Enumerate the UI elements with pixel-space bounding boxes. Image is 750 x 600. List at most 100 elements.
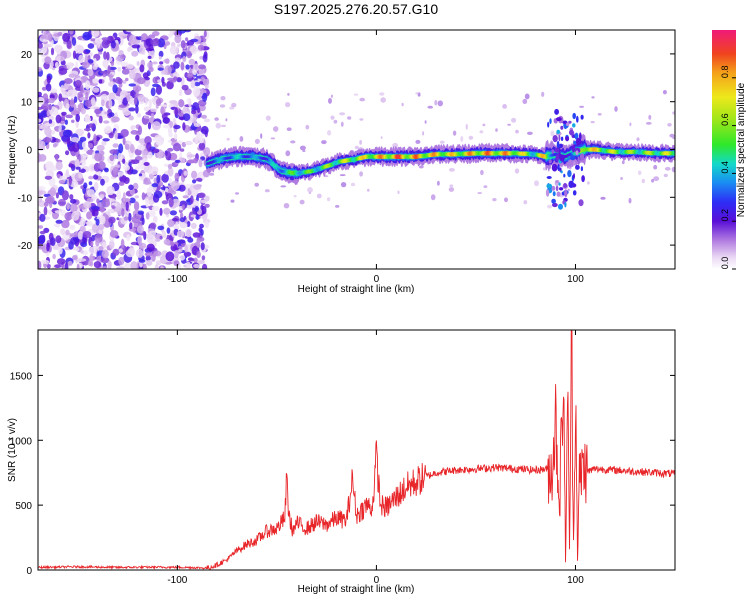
track-scatter-cell	[559, 187, 564, 191]
noise-speck	[190, 222, 197, 229]
noise-speck	[189, 195, 194, 205]
noise-speck	[55, 61, 59, 68]
noise-speck	[71, 119, 75, 124]
noise-speck	[55, 235, 62, 244]
noise-speck	[49, 88, 58, 94]
noise-speck	[46, 242, 50, 252]
noise-speck	[219, 104, 226, 108]
noise-speck	[192, 179, 197, 184]
noise-speck	[55, 219, 63, 224]
noise-speck	[80, 185, 84, 190]
noise-speck	[160, 106, 165, 115]
noise-speck	[82, 147, 89, 152]
noise-speck	[71, 211, 80, 221]
noise-speck	[137, 94, 146, 102]
noise-speck	[80, 84, 84, 92]
noise-speck	[91, 234, 96, 242]
spectrogram-noise-speckle	[38, 30, 675, 269]
noise-speck	[179, 254, 186, 261]
noise-speck	[49, 187, 56, 197]
noise-speck	[199, 55, 204, 60]
noise-speck	[153, 250, 162, 257]
noise-speck	[99, 206, 105, 213]
noise-speck	[77, 258, 87, 262]
noise-speck	[231, 102, 237, 108]
noise-speck	[95, 239, 100, 247]
noise-speck	[135, 134, 140, 141]
noise-speck	[198, 64, 206, 70]
noise-speck	[88, 123, 94, 128]
noise-speck	[154, 264, 159, 269]
noise-speck	[86, 197, 94, 203]
noise-speck	[380, 136, 383, 139]
noise-speck	[122, 136, 126, 146]
noise-speck	[44, 175, 53, 180]
track-scatter-cell	[564, 189, 568, 198]
noise-speck	[185, 187, 189, 197]
noise-speck	[46, 195, 55, 204]
noise-speck	[197, 44, 205, 51]
noise-speck	[163, 238, 171, 245]
noise-speck	[96, 198, 100, 204]
noise-speck	[162, 117, 170, 124]
noise-speck	[507, 123, 511, 126]
noise-speck	[66, 39, 72, 49]
noise-speck	[600, 196, 606, 200]
noise-speck	[653, 176, 660, 182]
noise-speck	[465, 123, 468, 130]
noise-speck	[156, 174, 161, 184]
noise-speck	[148, 34, 156, 39]
noise-speck	[90, 38, 96, 42]
noise-speck	[112, 166, 119, 175]
colorbar-tick-label: 0.6	[720, 113, 730, 126]
noise-speck	[176, 77, 182, 83]
noise-speck	[101, 39, 110, 49]
noise-speck	[121, 208, 125, 217]
noise-speck	[123, 216, 129, 221]
track-scatter-cell	[578, 199, 584, 207]
colorbar-label: Normalized spectral amplitude	[736, 82, 747, 217]
track-scatter-cell	[575, 137, 582, 146]
noise-speck	[209, 172, 215, 176]
noise-speck	[192, 69, 197, 76]
noise-speck	[145, 111, 153, 116]
noise-speck	[415, 92, 420, 95]
noise-speck	[98, 246, 104, 251]
noise-speck	[547, 204, 553, 209]
noise-speck	[190, 80, 196, 89]
noise-speck	[90, 97, 96, 106]
noise-speck	[90, 241, 94, 247]
noise-speck	[83, 182, 88, 189]
noise-speck	[93, 133, 97, 143]
noise-speck	[672, 111, 675, 115]
colorbar-tick-label: 0.0	[720, 257, 730, 270]
track-scatter-cell	[551, 163, 558, 172]
noise-speck	[136, 113, 142, 118]
noise-speck	[117, 66, 122, 72]
noise-speck	[460, 136, 464, 142]
noise-speck	[155, 139, 164, 146]
spectrogram-ylabel: Frequency (Hz)	[7, 116, 18, 185]
noise-speck	[667, 123, 672, 127]
track-scatter-cell	[551, 198, 556, 204]
noise-speck	[97, 224, 105, 231]
noise-speck	[136, 61, 140, 66]
noise-speck	[45, 83, 52, 92]
noise-speck	[58, 93, 63, 102]
noise-speck	[70, 236, 79, 245]
noise-speck	[72, 255, 78, 261]
noise-speck	[61, 111, 67, 116]
noise-speck	[101, 37, 109, 41]
noise-speck	[327, 130, 332, 136]
noise-speck	[124, 143, 130, 150]
noise-speck	[48, 177, 56, 187]
noise-speck	[194, 206, 199, 212]
noise-speck	[107, 65, 111, 75]
noise-speck	[109, 149, 118, 155]
noise-speck	[293, 195, 297, 198]
noise-speck	[144, 252, 153, 257]
noise-speck	[116, 217, 120, 221]
noise-speck	[113, 154, 118, 160]
